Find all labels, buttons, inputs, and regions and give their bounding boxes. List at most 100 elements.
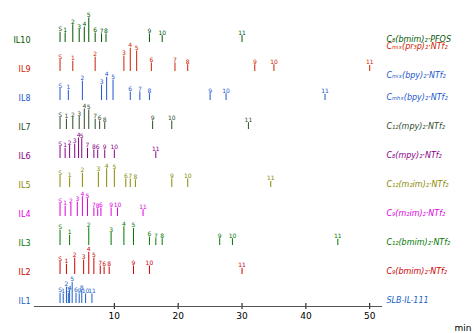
svg-text:S: S: [58, 223, 62, 230]
svg-text:11: 11: [245, 116, 253, 123]
svg-text:IL2: IL2: [19, 268, 31, 277]
svg-text:IL4: IL4: [19, 210, 31, 219]
svg-text:8: 8: [160, 232, 164, 239]
svg-text:9: 9: [151, 114, 155, 121]
svg-text:C₁₂(m₂im)₂·NTf₂: C₁₂(m₂im)₂·NTf₂: [387, 180, 450, 189]
svg-text:Cₘᵢₓ(bpy)₂·NTf₂: Cₘᵢₓ(bpy)₂·NTf₂: [387, 71, 447, 80]
svg-text:8: 8: [103, 116, 107, 123]
svg-text:2: 2: [93, 50, 97, 57]
svg-text:20: 20: [172, 311, 184, 321]
svg-text:IL8: IL8: [19, 94, 31, 103]
svg-text:1: 1: [71, 54, 75, 61]
svg-text:2: 2: [69, 197, 73, 204]
svg-text:C₁₂(bmim)₂·NTf₂: C₁₂(bmim)₂·NTf₂: [387, 238, 452, 247]
svg-text:3: 3: [100, 78, 104, 85]
svg-text:7: 7: [86, 141, 90, 148]
svg-text:S: S: [58, 82, 62, 89]
svg-text:IL9: IL9: [19, 65, 31, 74]
svg-text:50: 50: [364, 311, 376, 321]
svg-text:5: 5: [87, 11, 91, 18]
svg-text:S: S: [58, 140, 62, 147]
svg-text:C₉(bmim)₂·NTf₂: C₉(bmim)₂·NTf₂: [387, 267, 448, 276]
svg-text:5: 5: [92, 251, 96, 258]
svg-text:10: 10: [109, 311, 121, 321]
svg-text:S: S: [58, 169, 62, 176]
svg-text:6: 6: [98, 114, 102, 121]
svg-text:3: 3: [77, 23, 81, 30]
svg-text:11: 11: [366, 58, 374, 65]
svg-text:6: 6: [93, 26, 97, 33]
svg-text:4: 4: [128, 41, 132, 48]
svg-text:IL1: IL1: [19, 297, 31, 306]
svg-text:10: 10: [168, 114, 176, 121]
svg-text:2: 2: [80, 166, 84, 173]
svg-text:C₁₂(mpy)₂·NTf₂: C₁₂(mpy)₂·NTf₂: [387, 122, 446, 131]
svg-text:2: 2: [68, 139, 72, 146]
svg-text:1: 1: [68, 228, 72, 235]
svg-text:4: 4: [87, 245, 91, 252]
svg-text:6: 6: [128, 85, 132, 92]
svg-text:S: S: [58, 111, 62, 118]
svg-text:2: 2: [80, 74, 84, 81]
svg-text:3: 3: [82, 253, 86, 260]
svg-text:6: 6: [99, 201, 103, 208]
svg-text:S: S: [58, 255, 62, 262]
svg-text:3: 3: [75, 195, 79, 202]
svg-text:1: 1: [63, 199, 67, 206]
svg-text:11: 11: [88, 287, 96, 294]
svg-text:8: 8: [186, 58, 190, 65]
svg-text:8: 8: [148, 87, 152, 94]
svg-text:10: 10: [222, 87, 230, 94]
svg-text:S: S: [58, 53, 62, 60]
svg-text:9: 9: [170, 172, 174, 179]
svg-text:7: 7: [154, 232, 158, 239]
svg-text:6: 6: [102, 260, 106, 267]
svg-text:min: min: [455, 323, 472, 333]
svg-text:6: 6: [96, 143, 100, 150]
svg-text:9: 9: [208, 87, 212, 94]
svg-text:9: 9: [218, 232, 222, 239]
svg-text:1: 1: [65, 112, 69, 119]
svg-text:4: 4: [122, 220, 126, 227]
svg-text:9: 9: [148, 27, 152, 34]
svg-text:SLB-IL-111: SLB-IL-111: [387, 296, 429, 305]
svg-text:5: 5: [112, 163, 116, 170]
svg-text:11: 11: [238, 261, 246, 268]
svg-text:11: 11: [334, 232, 342, 239]
svg-text:10: 10: [114, 201, 122, 208]
svg-text:IL6: IL6: [19, 152, 31, 161]
svg-text:10: 10: [184, 172, 192, 179]
svg-text:5: 5: [135, 44, 139, 51]
svg-text:1: 1: [66, 83, 70, 90]
svg-text:4: 4: [82, 20, 86, 27]
svg-text:2: 2: [71, 111, 75, 118]
svg-text:S: S: [58, 25, 62, 32]
svg-text:10: 10: [270, 58, 278, 65]
svg-text:4: 4: [105, 162, 109, 169]
svg-text:5: 5: [87, 103, 91, 110]
svg-text:C₉(m₂im)₂·NTf₂: C₉(m₂im)₂·NTf₂: [387, 209, 446, 218]
svg-text:3: 3: [77, 110, 81, 117]
svg-text:1: 1: [65, 257, 69, 264]
svg-text:3: 3: [66, 286, 70, 293]
svg-text:1: 1: [63, 141, 67, 148]
svg-text:11: 11: [139, 203, 147, 210]
svg-text:1: 1: [63, 26, 67, 33]
svg-text:2: 2: [87, 221, 91, 228]
svg-text:2: 2: [71, 18, 75, 25]
svg-text:6: 6: [149, 56, 153, 63]
svg-text:3: 3: [122, 49, 126, 56]
svg-text:9: 9: [132, 259, 136, 266]
svg-text:10: 10: [146, 259, 154, 266]
svg-text:11: 11: [152, 145, 160, 152]
svg-text:3: 3: [73, 137, 77, 144]
svg-text:4: 4: [82, 102, 86, 109]
svg-text:40: 40: [300, 311, 312, 321]
svg-text:7: 7: [128, 172, 132, 179]
svg-text:9: 9: [103, 143, 107, 150]
svg-text:5: 5: [70, 275, 74, 282]
svg-text:10: 10: [110, 143, 118, 150]
svg-text:6: 6: [124, 172, 128, 179]
svg-text:S: S: [58, 197, 62, 204]
svg-text:IL3: IL3: [19, 239, 31, 248]
